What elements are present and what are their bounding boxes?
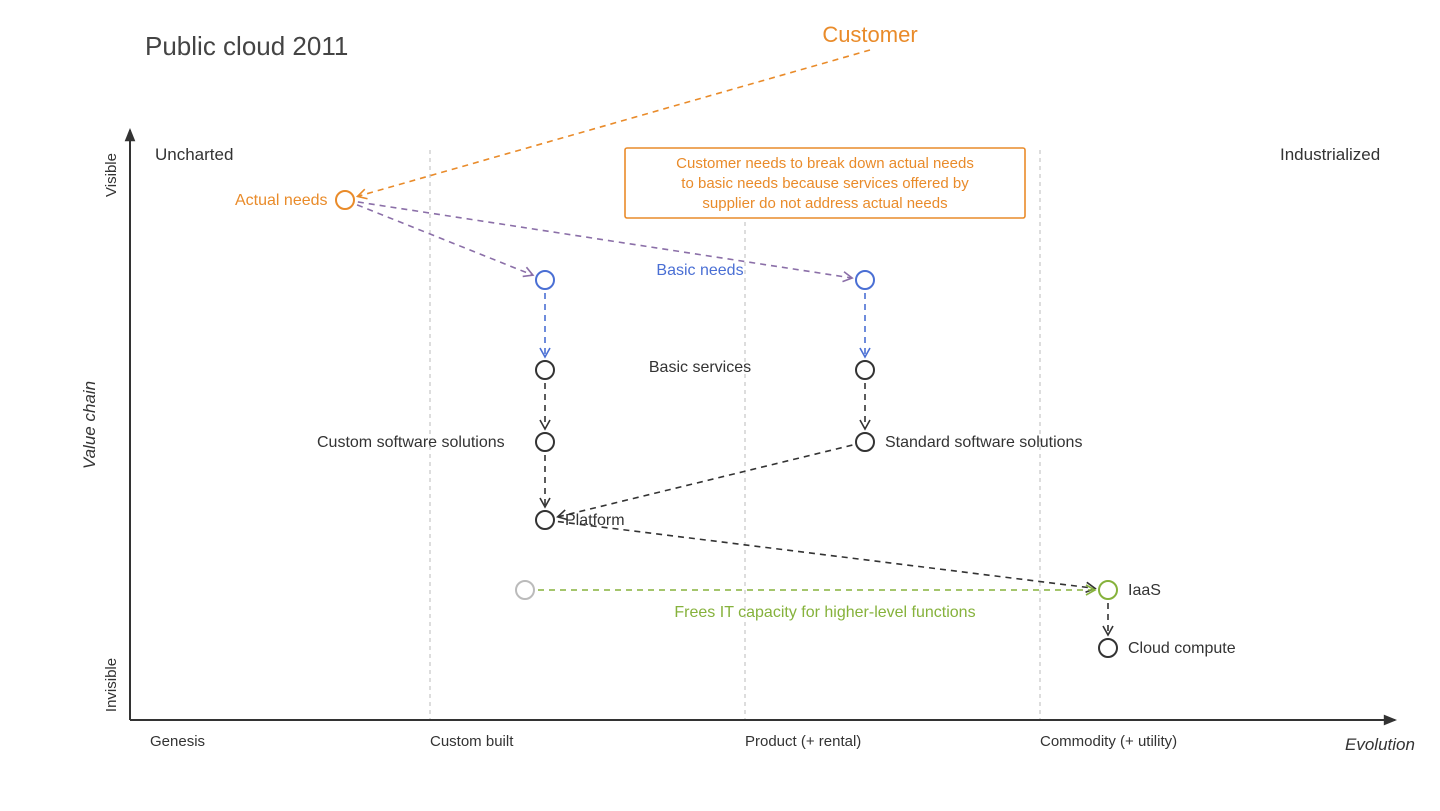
node-label-standard_sw: Standard software solutions	[885, 434, 1082, 451]
x-tick-label: Custom built	[430, 733, 514, 750]
wardley-map: Evolution Value chain Genesis Custom built P…	[0, 0, 1440, 811]
node-basic_needs_r	[856, 271, 874, 289]
floating-label-basic_needs_lbl: Basic needs	[656, 262, 743, 279]
node-basic_needs_l	[536, 271, 554, 289]
corner-industrialized: Industrialized	[1280, 145, 1380, 164]
node-label-custom_sw: Custom software solutions	[317, 434, 505, 451]
node-label-actual_needs: Actual needs	[235, 192, 328, 209]
node-label-cloud_compute: Cloud compute	[1128, 640, 1236, 657]
node-cloud_compute	[1099, 639, 1117, 657]
floating-label-basic_svc_lbl: Basic services	[649, 359, 751, 376]
callout-text-line: supplier do not address actual needs	[702, 195, 947, 212]
node-iaas	[1099, 581, 1117, 599]
edge	[558, 445, 853, 517]
edge	[558, 522, 1095, 589]
y-tick-label: Visible	[103, 153, 120, 197]
node-label-iaas: IaaS	[1128, 582, 1161, 599]
x-tick-label: Product (+ rental)	[745, 733, 861, 750]
corner-uncharted: Uncharted	[155, 145, 233, 164]
edge-arrow	[357, 189, 367, 199]
diagram-title: Public cloud 2011	[145, 31, 348, 61]
node-custom_sw	[536, 433, 554, 451]
node-actual_needs	[336, 191, 354, 209]
x-tick-label: Commodity (+ utility)	[1040, 733, 1177, 750]
y-tick-label: Invisible	[103, 658, 120, 712]
callout-text-line: Customer needs to break down actual need…	[676, 155, 974, 172]
customer-label: Customer	[822, 22, 917, 47]
node-iaas_ghost	[516, 581, 534, 599]
y-axis-label: Value chain	[80, 381, 99, 469]
floating-label-frees_lbl: Frees IT capacity for higher-level funct…	[674, 604, 975, 621]
node-label-platform: Platform	[565, 512, 625, 529]
callout-text-line: to basic needs because services offered …	[681, 175, 969, 192]
x-axis-label: Evolution	[1345, 735, 1415, 754]
node-basic_svc_l	[536, 361, 554, 379]
x-axis-arrow	[1384, 715, 1397, 726]
node-basic_svc_r	[856, 361, 874, 379]
y-axis-arrow	[125, 128, 136, 141]
node-standard_sw	[856, 433, 874, 451]
node-platform	[536, 511, 554, 529]
x-tick-label: Genesis	[150, 733, 205, 750]
